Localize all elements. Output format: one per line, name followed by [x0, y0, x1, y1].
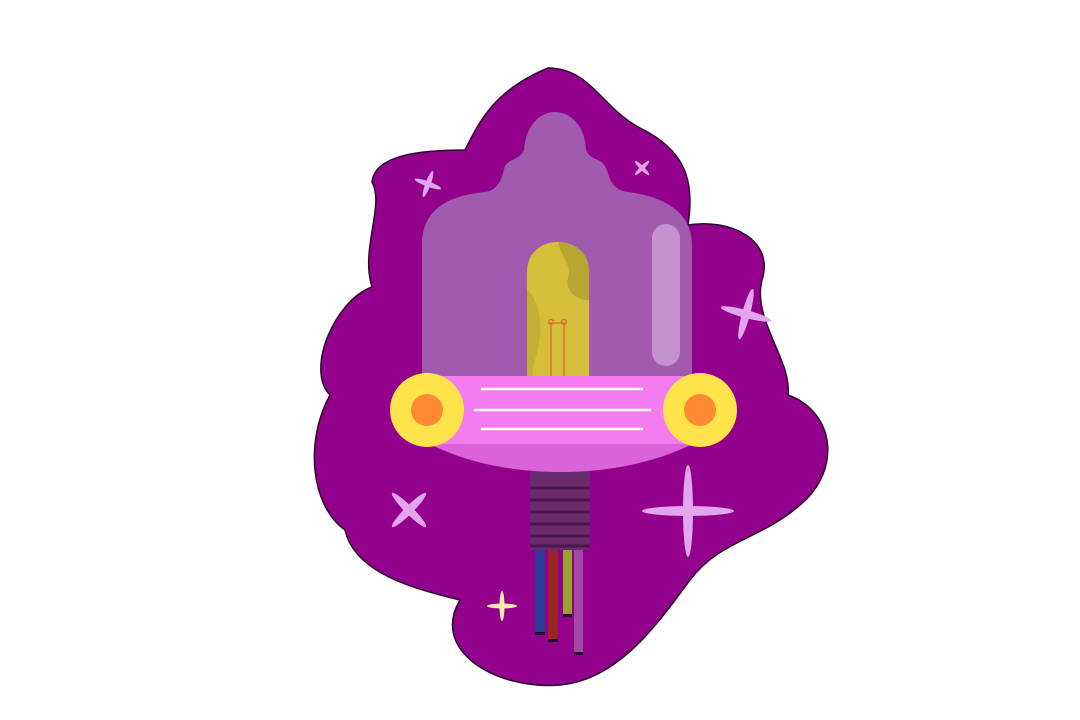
left-cap	[390, 373, 464, 447]
lamp-wires	[535, 545, 583, 655]
sparkle-big-right	[642, 465, 734, 557]
sparkle-top-left	[414, 170, 442, 198]
wire-purple	[574, 545, 583, 655]
band-shadow	[422, 440, 700, 472]
inner-tube	[527, 242, 589, 400]
sparkle-right	[720, 288, 772, 340]
sparkle-top-right	[634, 160, 650, 176]
sparkle-left	[391, 492, 427, 528]
right-cap	[663, 373, 737, 447]
sparkle-bottom-small	[487, 591, 517, 621]
wire-olive	[563, 545, 572, 617]
wire-red	[548, 545, 558, 642]
band-stripes	[473, 387, 652, 431]
screw-base	[530, 465, 590, 550]
glass-highlight	[652, 224, 680, 366]
wire-blue	[535, 545, 545, 635]
